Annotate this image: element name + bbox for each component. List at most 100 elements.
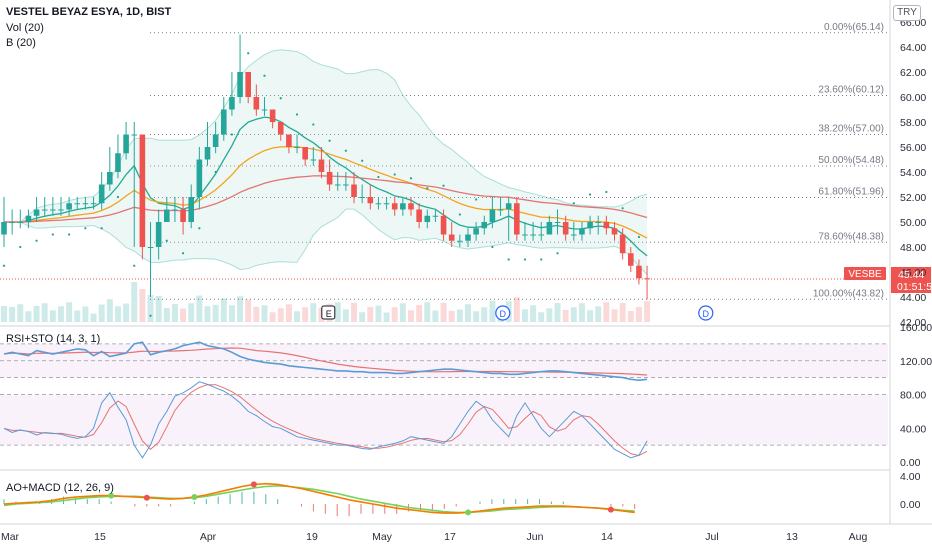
x-axis-label: 17	[444, 531, 456, 543]
candle-body	[636, 265, 642, 279]
x-axis-label: 14	[601, 531, 613, 543]
volume-bar	[131, 282, 138, 322]
candle-body	[522, 234, 528, 236]
dividend-marker[interactable]	[495, 305, 511, 321]
volume-bar	[530, 305, 537, 322]
candle-body	[424, 215, 431, 222]
parabolic-sar-dot	[295, 113, 299, 116]
candle-body	[25, 215, 32, 222]
parabolic-sar-dot	[344, 149, 347, 152]
ticker-badge-label: VESBE	[848, 269, 882, 280]
parabolic-sar-dot	[165, 239, 168, 242]
candle-body	[497, 209, 504, 211]
parabolic-sar-dot	[475, 198, 478, 201]
parabolic-sar-dot	[426, 187, 429, 190]
volume-bar	[342, 309, 349, 322]
candle-body	[277, 122, 284, 135]
volume-bar	[90, 313, 97, 322]
dividend-marker[interactable]	[698, 305, 714, 321]
price-axis-tick: 46.00	[900, 267, 926, 279]
price-axis-tick: 56.00	[900, 142, 926, 154]
candle-body	[375, 203, 382, 205]
macd-indicator-label[interactable]: AO+MACD (12, 26, 9)	[6, 482, 114, 494]
volume-bar	[562, 310, 569, 322]
candle-body	[416, 209, 422, 222]
parabolic-sar-dot	[328, 139, 331, 142]
candle-body	[131, 134, 138, 136]
volume-bar	[196, 295, 203, 322]
rsi-axis-tick: 120.00	[900, 356, 932, 368]
rsi-axis-tick: 40.00	[900, 423, 926, 435]
volume-indicator-label[interactable]: Vol (20)	[6, 22, 44, 34]
earnings-marker[interactable]	[321, 305, 336, 320]
candle-body	[571, 234, 577, 236]
x-axis-label: Apr	[200, 531, 217, 543]
volume-bar	[237, 296, 244, 322]
volume-bar	[204, 306, 211, 322]
parabolic-sar-dot	[540, 258, 543, 261]
fibonacci-level-label: 50.00%(54.48)	[818, 155, 884, 166]
x-axis-label: 13	[786, 531, 798, 543]
rsi-line	[3, 341, 648, 382]
macd-cross-marker	[191, 494, 198, 500]
candle-body	[33, 209, 40, 216]
volume-bar	[147, 295, 154, 322]
currency-badge[interactable]: TRY	[893, 5, 921, 21]
parabolic-sar-dot	[214, 170, 217, 174]
macd-axis-tick: 0.00	[900, 499, 921, 511]
volume-bar	[432, 310, 439, 322]
volume-bar	[464, 304, 471, 322]
volume-bar	[481, 307, 488, 322]
candle-body	[489, 209, 496, 222]
volume-bar	[538, 312, 545, 322]
parabolic-sar-dot	[230, 133, 234, 136]
chart-title: VESTEL BEYAZ ESYA, 1D, BIST	[6, 6, 172, 18]
candle-body	[98, 184, 105, 204]
parabolic-sar-dot	[149, 314, 152, 317]
volume-bar	[98, 304, 105, 322]
volume-bar	[424, 302, 431, 322]
volume-bar	[228, 305, 235, 322]
last-price-badge	[891, 267, 931, 293]
candle-body	[204, 147, 211, 160]
candle-body	[74, 203, 81, 205]
volume-bar	[334, 302, 341, 322]
macd-cross-marker	[108, 492, 115, 499]
parabolic-sar-dot	[556, 252, 559, 255]
parabolic-sar-dot	[361, 159, 364, 162]
parabolic-sar-dot	[35, 239, 38, 242]
candle-body	[107, 172, 113, 185]
price-axis-tick: 54.00	[900, 167, 926, 179]
candle-body	[611, 228, 618, 235]
rsi-axis-tick: 0.00	[900, 457, 921, 469]
volume-bar	[603, 302, 610, 322]
candle-body	[172, 209, 178, 211]
candle-body	[562, 222, 569, 235]
x-axis-label: Jul	[705, 531, 718, 543]
candle-body	[286, 134, 292, 147]
candle-body	[220, 109, 227, 135]
countdown-timer: 01:51:53	[897, 281, 932, 293]
volume-bar	[9, 307, 16, 322]
volume-bar	[367, 307, 374, 322]
candle-body	[432, 215, 439, 217]
volume-bar	[171, 304, 178, 322]
volume-bar	[627, 311, 634, 322]
macd-cross-marker	[465, 509, 472, 516]
volume-bar	[294, 311, 301, 322]
volume-bar	[570, 307, 577, 322]
candle-body	[123, 134, 129, 154]
fibonacci-level-label: 100.00%(43.82)	[813, 288, 884, 299]
macd-cross-marker	[607, 506, 614, 513]
parabolic-sar-dot	[312, 123, 315, 126]
parabolic-sar-dot	[247, 52, 250, 55]
volume-bar	[212, 304, 219, 322]
rsi-indicator-label[interactable]: RSI+STO (14, 3, 1)	[6, 333, 101, 345]
volume-bar	[399, 303, 406, 322]
x-axis-label: May	[372, 531, 393, 543]
bollinger-indicator-label[interactable]: B (20)	[6, 37, 36, 49]
volume-bar	[123, 303, 130, 322]
fibonacci-level-label: 0.00%(65.14)	[824, 22, 884, 33]
